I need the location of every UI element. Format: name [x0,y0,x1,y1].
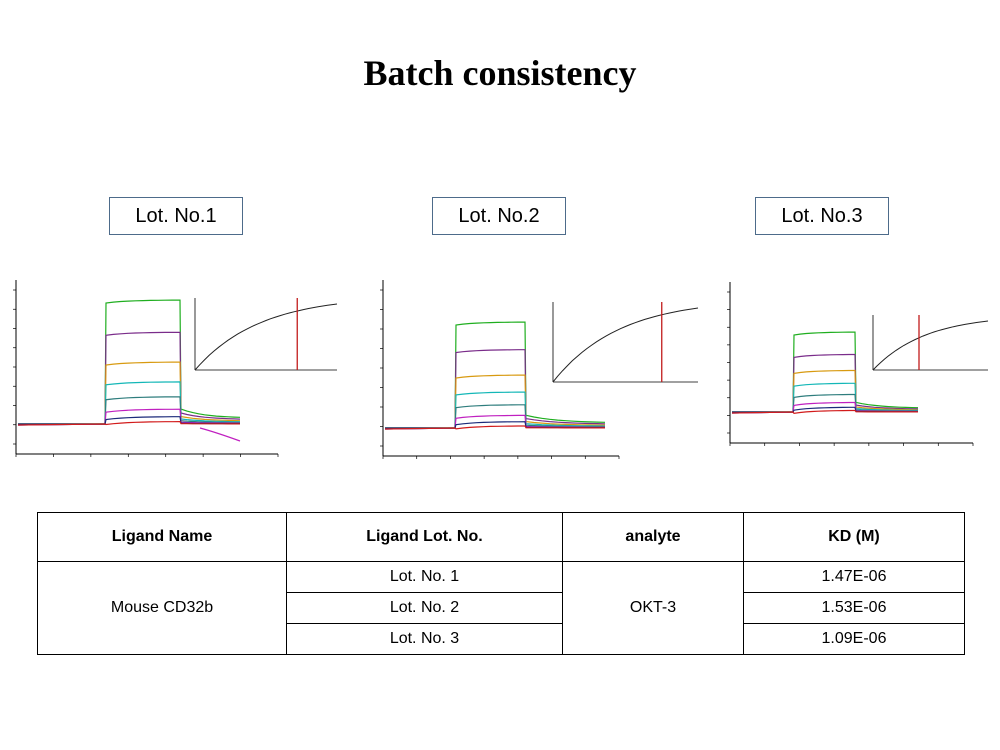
table-row: Lot. No. 3 1.09E-06 [38,623,965,655]
series-line-1 [385,321,606,429]
inset-fit-curve [552,307,699,383]
sensorgram-charts [13,280,989,459]
series-line-3 [385,374,605,429]
lot-cell-2: Lot. No. 2 [286,592,563,624]
page-title: Batch consistency [363,53,637,93]
inset-fit-curve [194,303,338,371]
series-line-1 [18,299,241,425]
lot-label-3: Lot. No.3 [755,197,889,235]
kd-cell-3: 1.09E-06 [743,623,965,655]
series-line-drift [199,427,241,442]
series-line-4 [17,381,240,426]
header-ligand-lot: Ligand Lot. No. [286,512,563,562]
header-kd: KD (M) [743,512,965,562]
series-line-8 [17,420,240,426]
series-line-3 [18,361,241,425]
series-line-5 [385,404,605,429]
series-line-2 [384,349,606,430]
kd-cell-2: 1.53E-06 [743,592,965,624]
series-line-5 [18,396,240,425]
header-ligand-name: Ligand Name [37,512,287,562]
lot-cell-1: Lot. No. 1 [286,561,563,593]
series-line-4 [384,391,606,430]
series-line-3 [732,369,919,413]
header-analyte: analyte [562,512,744,562]
lot-cell-3: Lot. No. 3 [286,623,563,655]
table-header-row: Ligand Name Ligand Lot. No. analyte KD (… [37,512,965,562]
table-row: Mouse CD32b Lot. No. 1 OKT-3 1.47E-06 [37,561,965,655]
analyte-cell: OKT-3 [562,561,744,655]
series-line-8 [384,425,605,430]
series-line-8 [731,409,918,415]
ligand-name-cell: Mouse CD32b [37,561,287,655]
lot-label-2: Lot. No.2 [432,197,566,235]
series-line-2 [17,331,241,426]
kd-cell-1: 1.47E-06 [743,561,965,593]
lot-label-1: Lot. No.1 [109,197,243,235]
kd-table: Ligand Name Ligand Lot. No. analyte KD (… [37,512,965,655]
series-line-1 [732,331,919,413]
series-line-4 [731,382,918,414]
series-line-2 [731,353,919,414]
table-row: Lot. No. 2 1.53E-06 [38,592,965,624]
inset-fit-curve [872,320,989,371]
